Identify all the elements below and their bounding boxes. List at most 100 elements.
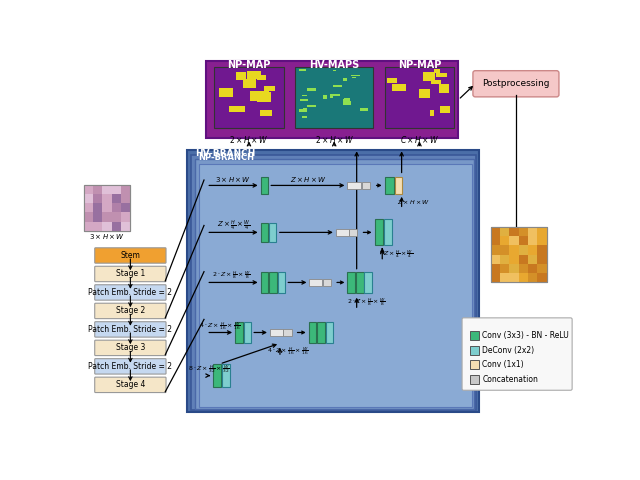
FancyBboxPatch shape xyxy=(84,222,93,231)
FancyBboxPatch shape xyxy=(491,245,500,255)
FancyBboxPatch shape xyxy=(121,185,131,194)
FancyBboxPatch shape xyxy=(248,84,256,88)
FancyBboxPatch shape xyxy=(528,264,537,273)
FancyBboxPatch shape xyxy=(470,360,479,370)
Text: HV-MAPS: HV-MAPS xyxy=(309,60,359,70)
FancyBboxPatch shape xyxy=(384,219,392,245)
FancyBboxPatch shape xyxy=(518,236,528,245)
Text: Stage 2: Stage 2 xyxy=(116,306,145,315)
FancyBboxPatch shape xyxy=(206,61,458,138)
FancyBboxPatch shape xyxy=(317,322,325,343)
FancyBboxPatch shape xyxy=(95,359,166,374)
Text: Postprocessing: Postprocessing xyxy=(482,79,549,88)
FancyBboxPatch shape xyxy=(326,322,333,343)
FancyBboxPatch shape xyxy=(93,212,102,222)
Text: Patch Emb. Stride = 2: Patch Emb. Stride = 2 xyxy=(88,288,172,297)
FancyBboxPatch shape xyxy=(257,75,266,80)
FancyBboxPatch shape xyxy=(333,85,342,87)
FancyBboxPatch shape xyxy=(323,278,331,286)
FancyBboxPatch shape xyxy=(93,185,102,194)
FancyBboxPatch shape xyxy=(528,236,537,245)
Text: $3 \times H \times W$: $3 \times H \times W$ xyxy=(216,175,252,184)
Text: NP-BRANCH: NP-BRANCH xyxy=(198,153,255,162)
FancyBboxPatch shape xyxy=(491,264,500,273)
FancyBboxPatch shape xyxy=(419,89,430,98)
Text: NP-MAP: NP-MAP xyxy=(227,60,271,70)
FancyBboxPatch shape xyxy=(222,364,230,387)
FancyBboxPatch shape xyxy=(500,245,509,255)
FancyBboxPatch shape xyxy=(537,273,547,282)
Text: Stage 1: Stage 1 xyxy=(116,269,145,278)
FancyBboxPatch shape xyxy=(348,181,361,189)
FancyBboxPatch shape xyxy=(246,72,261,79)
FancyBboxPatch shape xyxy=(509,236,518,245)
FancyBboxPatch shape xyxy=(473,71,559,97)
FancyBboxPatch shape xyxy=(243,79,256,88)
FancyBboxPatch shape xyxy=(537,227,547,236)
FancyBboxPatch shape xyxy=(95,266,166,282)
FancyBboxPatch shape xyxy=(214,67,284,129)
FancyBboxPatch shape xyxy=(264,86,275,92)
FancyBboxPatch shape xyxy=(102,194,112,203)
FancyBboxPatch shape xyxy=(84,203,93,212)
FancyBboxPatch shape xyxy=(244,322,252,343)
FancyBboxPatch shape xyxy=(84,185,93,194)
FancyBboxPatch shape xyxy=(518,227,528,236)
FancyBboxPatch shape xyxy=(500,264,509,273)
FancyBboxPatch shape xyxy=(348,272,355,293)
Text: Conv (3x3) - BN - ReLU: Conv (3x3) - BN - ReLU xyxy=(482,331,569,340)
FancyBboxPatch shape xyxy=(102,222,112,231)
FancyBboxPatch shape xyxy=(352,77,356,78)
FancyBboxPatch shape xyxy=(93,203,102,212)
FancyBboxPatch shape xyxy=(323,96,327,99)
FancyBboxPatch shape xyxy=(330,94,340,96)
FancyBboxPatch shape xyxy=(121,194,131,203)
FancyBboxPatch shape xyxy=(219,88,234,97)
Text: Stage 4: Stage 4 xyxy=(116,380,145,389)
FancyBboxPatch shape xyxy=(349,228,358,236)
FancyBboxPatch shape xyxy=(431,80,441,84)
FancyBboxPatch shape xyxy=(439,84,449,93)
FancyBboxPatch shape xyxy=(518,245,528,255)
FancyBboxPatch shape xyxy=(537,255,547,264)
FancyBboxPatch shape xyxy=(257,92,271,102)
FancyBboxPatch shape xyxy=(121,222,131,231)
FancyBboxPatch shape xyxy=(300,99,308,101)
FancyBboxPatch shape xyxy=(500,255,509,264)
Text: $4 \cdot Z \times \frac{H}{16} \times \frac{W}{16}$: $4 \cdot Z \times \frac{H}{16} \times \f… xyxy=(198,320,241,332)
FancyBboxPatch shape xyxy=(296,67,373,129)
FancyBboxPatch shape xyxy=(95,340,166,356)
FancyBboxPatch shape xyxy=(537,236,547,245)
Text: $Z \times H \times W$: $Z \times H \times W$ xyxy=(289,175,326,184)
Text: Conv (1x1): Conv (1x1) xyxy=(482,360,524,369)
Text: $2 \times H \times W$: $2 \times H \times W$ xyxy=(229,134,269,145)
FancyBboxPatch shape xyxy=(500,273,509,282)
FancyBboxPatch shape xyxy=(351,74,360,76)
FancyBboxPatch shape xyxy=(509,227,518,236)
FancyBboxPatch shape xyxy=(500,236,509,245)
FancyBboxPatch shape xyxy=(93,222,102,231)
FancyBboxPatch shape xyxy=(213,364,221,387)
FancyBboxPatch shape xyxy=(93,194,102,203)
FancyBboxPatch shape xyxy=(236,72,246,80)
FancyBboxPatch shape xyxy=(121,212,131,222)
FancyBboxPatch shape xyxy=(462,318,572,390)
FancyBboxPatch shape xyxy=(440,106,450,113)
FancyBboxPatch shape xyxy=(269,223,276,242)
FancyBboxPatch shape xyxy=(269,272,277,293)
FancyBboxPatch shape xyxy=(112,194,121,203)
FancyBboxPatch shape xyxy=(385,177,394,194)
FancyBboxPatch shape xyxy=(309,278,322,286)
FancyBboxPatch shape xyxy=(303,95,307,96)
Text: $Z \times \frac{H}{4} \times \frac{W}{4}$: $Z \times \frac{H}{4} \times \frac{W}{4}… xyxy=(216,218,250,232)
FancyBboxPatch shape xyxy=(528,245,537,255)
FancyBboxPatch shape xyxy=(356,272,364,293)
FancyBboxPatch shape xyxy=(509,273,518,282)
FancyBboxPatch shape xyxy=(260,177,268,194)
FancyBboxPatch shape xyxy=(343,99,346,101)
FancyBboxPatch shape xyxy=(509,245,518,255)
FancyBboxPatch shape xyxy=(112,185,121,194)
Text: HV-BRANCH: HV-BRANCH xyxy=(195,149,255,157)
FancyBboxPatch shape xyxy=(470,331,479,340)
FancyBboxPatch shape xyxy=(95,248,166,263)
